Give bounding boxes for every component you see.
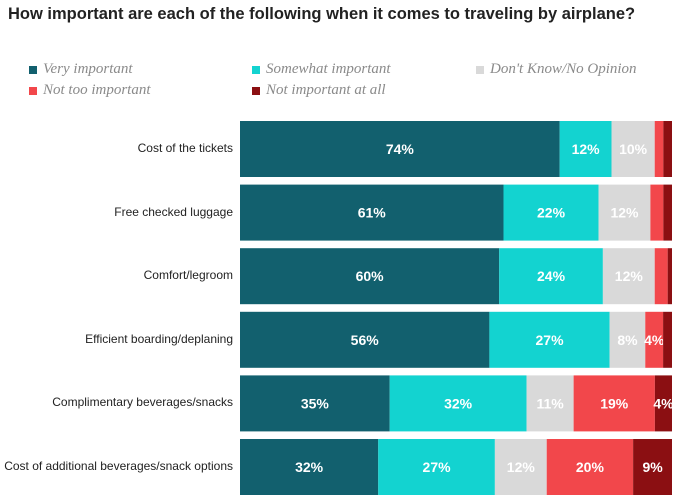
bar-segment (559, 121, 612, 177)
bar-data-label: 9% (642, 459, 663, 475)
bar-data-label: 27% (423, 459, 452, 475)
bar-segment (240, 248, 500, 305)
bar-segment (499, 248, 603, 305)
legend-label-somewhat-important: Somewhat important (266, 61, 391, 77)
bar-segment (240, 121, 560, 177)
bar-data-label: 12% (572, 141, 601, 157)
bar-data-label: 4% (644, 332, 665, 348)
bar-data-label: 35% (301, 395, 330, 411)
bar-data-label: 32% (295, 459, 324, 475)
bar-data-label: 61% (358, 205, 387, 221)
bar-segment (378, 439, 495, 495)
legend-label-dont-know: Don't Know/No Opinion (490, 61, 637, 77)
category-label: Cost of the tickets (137, 141, 233, 155)
legend-item-not-important-at-all: Not important at all (252, 82, 386, 99)
bar-data-label: 24% (537, 268, 566, 284)
bar-segment (602, 248, 655, 305)
bar-segment (494, 439, 547, 495)
bar-data-label: 60% (356, 268, 385, 284)
legend-item-dont-know: Don't Know/No Opinion (476, 61, 637, 78)
legend-swatch-very-important (29, 65, 37, 74)
bar-segment (654, 375, 672, 432)
bar-data-label: 12% (615, 268, 644, 284)
legend-swatch-somewhat-important (252, 65, 260, 74)
legend-swatch-not-important-at-all (252, 86, 260, 95)
bar-data-label: 8% (617, 332, 638, 348)
category-label: Cost of additional beverages/snack optio… (4, 459, 233, 473)
bar-segment (663, 121, 672, 177)
bar-segment (654, 248, 668, 305)
bar-segment (546, 439, 634, 495)
bar-data-label: 11% (536, 395, 564, 411)
bar-data-label: 22% (537, 205, 566, 221)
legend-swatch-dont-know (476, 65, 484, 74)
bar-data-label: 4% (653, 395, 674, 411)
legend-label-not-important-at-all: Not important at all (266, 82, 386, 98)
bar-segment (609, 311, 646, 368)
category-label: Comfort/legroom (143, 268, 233, 283)
bar-segment (489, 311, 610, 368)
legend-label-not-too-important: Not too important (43, 82, 151, 98)
category-label: Free checked luggage (114, 204, 233, 219)
bar-segment (240, 375, 390, 432)
bar-data-label: 12% (507, 459, 536, 475)
legend-item-not-too-important: Not too important (29, 82, 151, 99)
category-label: Efficient boarding/deplaning (85, 331, 233, 346)
bar-data-label: 32% (444, 395, 473, 411)
legend-item-very-important: Very important (29, 61, 133, 78)
bar-data-label: 19% (600, 395, 629, 411)
bar-segment (503, 184, 599, 241)
bar-segment (645, 311, 664, 368)
bar-segment (650, 184, 664, 241)
bar-data-label: 20% (576, 459, 605, 475)
bar-segment (654, 121, 664, 177)
legend-swatch-not-too-important (29, 86, 37, 95)
bar-data-label: 10% (619, 141, 648, 157)
legend-item-somewhat-important: Somewhat important (252, 61, 391, 78)
bar-segment (663, 184, 672, 241)
bar-segment (633, 439, 672, 495)
legend-label-very-important: Very important (43, 61, 133, 77)
bar-segment (240, 311, 490, 368)
bar-data-label: 74% (386, 141, 415, 157)
bar-segment (389, 375, 527, 432)
bar-data-label: 27% (536, 332, 565, 348)
chart-title: How important are each of the following … (8, 5, 636, 23)
bar-segment (526, 375, 574, 432)
bar-segment (611, 121, 655, 177)
bar-segment (667, 248, 672, 305)
category-label: Complimentary beverages/snacks (52, 395, 233, 410)
bar-segment (573, 375, 655, 432)
bar-segment (240, 439, 379, 495)
bar-segment (240, 184, 504, 241)
bar-data-label: 56% (351, 332, 380, 348)
bar-data-label: 12% (610, 205, 639, 221)
bar-segment (598, 184, 651, 241)
bar-segment (663, 311, 672, 368)
